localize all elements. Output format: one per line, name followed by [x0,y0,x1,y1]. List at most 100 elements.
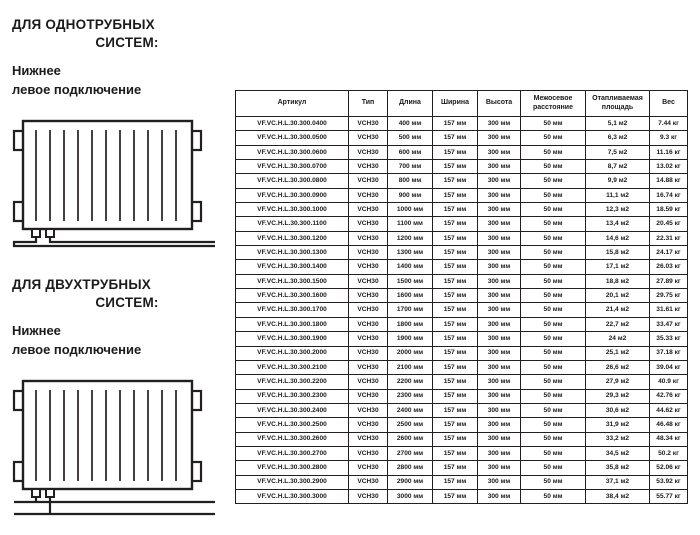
cell-axis-distance: 50 мм [520,202,586,218]
two-pipe-heading-line2: СИСТЕМ: [95,295,159,311]
table-row[interactable]: VF.VC.H.L.30.300.2000 VCH30 2000 мм 157 мм 3… [235,345,688,361]
radiator2-fins [35,390,177,481]
cell-type: VCH30 [348,159,388,175]
cell-axis-distance: 50 мм [520,331,586,347]
cell-axis-distance: 50 мм [520,130,586,146]
cell-length: 1600 мм [387,288,433,304]
table-header-row: Артикул Тип Длина Ширина Высота Межосево… [235,90,688,117]
table-row[interactable]: VF.VC.H.L.30.300.2700 VCH30 2700 мм 157 мм 3… [235,445,688,462]
table-row[interactable]: VF.VC.H.L.30.300.1900 VCH30 1900 мм 157 мм 3… [235,331,688,347]
cell-width: 157 мм [432,488,478,505]
cell-type: VCH30 [348,460,388,476]
column-header-article: Артикул [235,90,349,117]
cell-type: VCH30 [348,402,388,419]
table-row[interactable]: VF.VC.H.L.30.300.0700 VCH30 700 мм 157 мм 30… [235,159,688,175]
cell-weight: 40.9 кг [649,374,688,390]
cell-type: VCH30 [348,316,388,333]
cell-axis-distance: 50 мм [520,173,586,189]
cell-heated-area: 34,5 м2 [585,445,650,462]
column-header-type-label: Тип [361,99,375,107]
cell-heated-area: 29,3 м2 [585,388,650,404]
cell-width: 157 мм [432,474,478,490]
cell-type: VCH30 [348,388,388,404]
table-row[interactable]: VF.VC.H.L.30.300.3000 VCH30 3000 мм 157 мм 3… [235,488,688,505]
specifications-table-container: Артикул Тип Длина Ширина Высота Межосево… [235,90,688,505]
cell-width: 157 мм [432,216,478,232]
table-row[interactable]: VF.VC.H.L.30.300.2300 VCH30 2300 мм 157 мм 3… [235,388,688,404]
cell-article: VF.VC.H.L.30.300.0700 [235,159,349,175]
table-row[interactable]: VF.VC.H.L.30.300.1200 VCH30 1200 мм 157 мм 3… [235,230,688,247]
table-row[interactable]: VF.VC.H.L.30.300.0500 VCH30 500 мм 157 мм 30… [235,130,688,146]
cell-height: 300 мм [477,115,521,132]
cell-type: VCH30 [348,230,388,247]
table-row[interactable]: VF.VC.H.L.30.300.1700 VCH30 1700 мм 157 мм 3… [235,302,688,318]
table-row[interactable]: VF.VC.H.L.30.300.1400 VCH30 1400 мм 157 мм 3… [235,259,688,275]
cell-length: 1200 мм [387,230,433,247]
cell-height: 300 мм [477,445,521,462]
cell-height: 300 мм [477,302,521,318]
table-row[interactable]: VF.VC.H.L.30.300.2800 VCH30 2800 мм 157 мм 3… [235,460,688,476]
cell-length: 500 мм [387,130,433,146]
table-row[interactable]: VF.VC.H.L.30.300.1600 VCH30 1600 мм 157 мм 3… [235,288,688,304]
cell-article: VF.VC.H.L.30.300.2500 [235,417,349,433]
table-row[interactable]: VF.VC.H.L.30.300.1000 VCH30 1000 мм 157 мм 3… [235,202,688,218]
cell-weight: 29.75 кг [649,288,688,304]
cell-weight: 20.45 кг [649,216,688,232]
cell-length: 1000 мм [387,202,433,218]
cell-height: 300 мм [477,273,521,290]
column-header-height: Высота [477,90,521,117]
table-row[interactable]: VF.VC.H.L.30.300.2200 VCH30 2200 мм 157 мм 3… [235,374,688,390]
cell-axis-distance: 50 мм [520,474,586,490]
table-row[interactable]: VF.VC.H.L.30.300.0400 VCH30 400 мм 157 мм 30… [235,115,688,132]
two-pipe-subheading: Нижнее левое подключение [0,322,232,360]
cell-axis-distance: 50 мм [520,187,586,204]
two-pipe-heading-line1: ДЛЯ ДВУХТРУБНЫХ [12,277,151,292]
cell-length: 2700 мм [387,445,433,462]
specifications-table: Артикул Тип Длина Ширина Высота Межосево… [235,90,688,505]
cell-height: 300 мм [477,374,521,390]
column-header-axis-distance-label-2: расстояние [533,103,573,111]
cell-axis-distance: 50 мм [520,359,586,376]
table-row[interactable]: VF.VC.H.L.30.300.1100 VCH30 1100 мм 157 мм 3… [235,216,688,232]
two-pipe-subheading-line1: Нижнее [12,323,61,338]
table-row[interactable]: VF.VC.H.L.30.300.0600 VCH30 600 мм 157 мм 30… [235,144,688,161]
single-pipe-heading-line2: СИСТЕМ: [95,35,159,51]
cell-article: VF.VC.H.L.30.300.3000 [235,488,349,505]
cell-height: 300 мм [477,460,521,476]
cell-article: VF.VC.H.L.30.300.1400 [235,259,349,275]
radiator2-bottom-connector-left-icon [31,488,41,498]
cell-width: 157 мм [432,316,478,333]
table-row[interactable]: VF.VC.H.L.30.300.2600 VCH30 2600 мм 157 мм 3… [235,431,688,447]
cell-width: 157 мм [432,302,478,318]
cell-article: VF.VC.H.L.30.300.2400 [235,402,349,419]
table-row[interactable]: VF.VC.H.L.30.300.0900 VCH30 900 мм 157 мм 30… [235,187,688,204]
table-row[interactable]: VF.VC.H.L.30.300.1300 VCH30 1300 мм 157 мм 3… [235,245,688,261]
cell-article: VF.VC.H.L.30.300.2300 [235,388,349,404]
radiator-two-pipe-svg [12,379,215,516]
single-pipe-branch-line [48,237,215,244]
table-row[interactable]: VF.VC.H.L.30.300.1500 VCH30 1500 мм 157 мм 3… [235,273,688,290]
cell-article: VF.VC.H.L.30.300.1700 [235,302,349,318]
cell-width: 157 мм [432,417,478,433]
cell-article: VF.VC.H.L.30.300.1600 [235,288,349,304]
cell-weight: 31.61 кг [649,302,688,318]
radiator-bottom-connector-left-icon [31,228,41,238]
cell-type: VCH30 [348,345,388,361]
table-row[interactable]: VF.VC.H.L.30.300.2100 VCH30 2100 мм 157 мм 3… [235,359,688,376]
cell-width: 157 мм [432,288,478,304]
cell-height: 300 мм [477,288,521,304]
cell-article: VF.VC.H.L.30.300.0900 [235,187,349,204]
cell-height: 300 мм [477,173,521,189]
cell-article: VF.VC.H.L.30.300.1200 [235,230,349,247]
table-row[interactable]: VF.VC.H.L.30.300.2500 VCH30 2500 мм 157 мм 3… [235,417,688,433]
table-row[interactable]: VF.VC.H.L.30.300.0800 VCH30 800 мм 157 мм 30… [235,173,688,189]
column-header-article-label: Артикул [277,99,307,107]
cell-axis-distance: 50 мм [520,288,586,304]
table-row[interactable]: VF.VC.H.L.30.300.2900 VCH30 2900 мм 157 мм 3… [235,474,688,490]
table-row[interactable]: VF.VC.H.L.30.300.2400 VCH30 2400 мм 157 мм 3… [235,402,688,419]
cell-axis-distance: 50 мм [520,273,586,290]
cell-heated-area: 38,4 м2 [585,488,650,505]
table-row[interactable]: VF.VC.H.L.30.300.1800 VCH30 1800 мм 157 мм 3… [235,316,688,333]
cell-width: 157 мм [432,460,478,476]
